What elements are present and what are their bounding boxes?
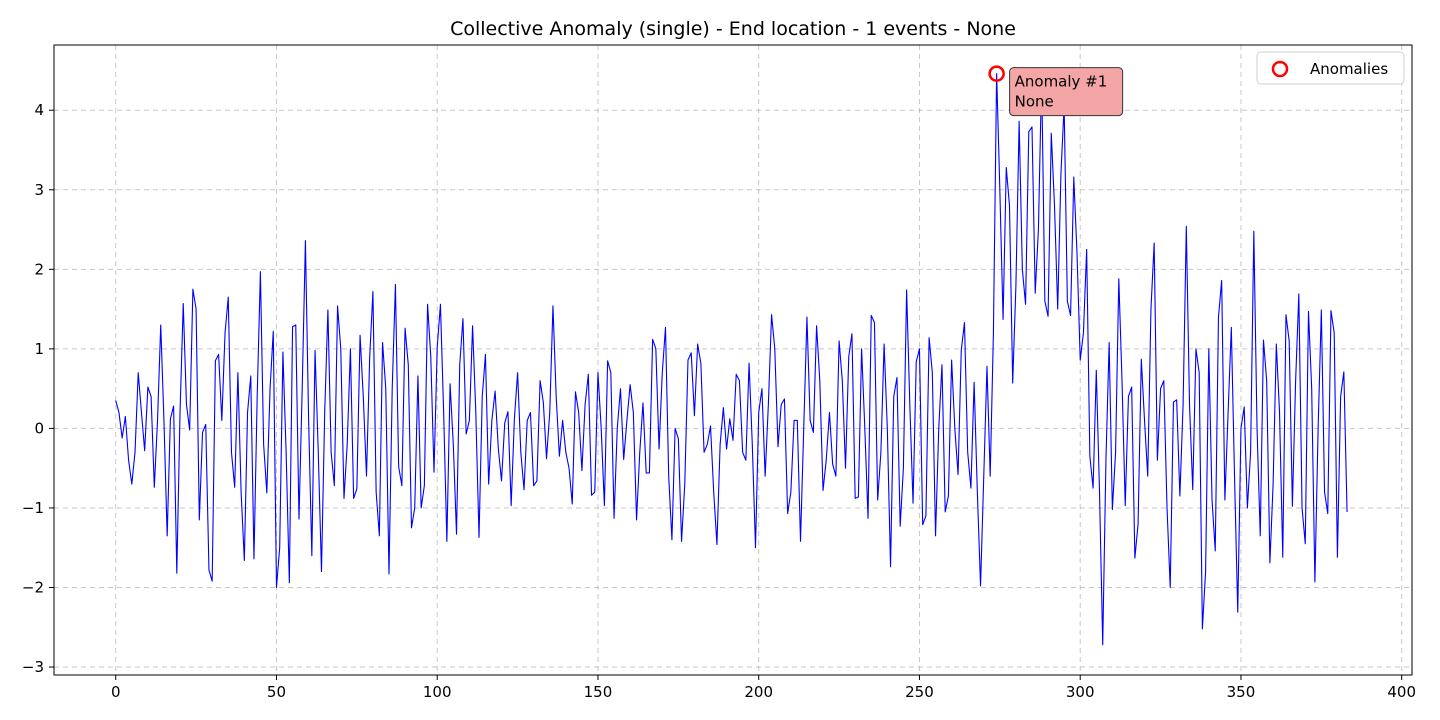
x-tick-label: 300 (1066, 683, 1095, 701)
x-tick-label: 250 (905, 683, 934, 701)
x-tick-label: 0 (111, 683, 121, 701)
series-layer (115, 73, 1348, 646)
legend-box (1256, 51, 1405, 85)
x-tick-label: 350 (1227, 683, 1256, 701)
anomaly-annotation-detail: None (1015, 93, 1054, 111)
grid-layer (54, 45, 1412, 675)
anomaly-annotation-title: Anomaly #1 (1015, 73, 1108, 91)
x-tick-label: 100 (423, 683, 452, 701)
anomaly-layer: Anomaly #1 None (988, 65, 1124, 117)
anomaly-marker (988, 65, 1005, 82)
y-tick-label: −2 (22, 579, 44, 597)
y-tick-label: 1 (34, 340, 44, 358)
x-tick-label: 150 (584, 683, 613, 701)
series-line (115, 73, 1348, 646)
legend-anomaly-icon (1271, 60, 1289, 78)
y-tick-label: 3 (34, 181, 44, 199)
y-tick-label: 2 (34, 260, 44, 278)
x-tick-label: 200 (744, 683, 773, 701)
x-tick-label: 400 (1387, 683, 1416, 701)
legend: Anomalies (1256, 51, 1405, 85)
legend-label: Anomalies (1310, 60, 1388, 78)
y-tick-label: −3 (22, 658, 44, 676)
plot-frame (53, 44, 1413, 676)
chart-title: Collective Anomaly (single) - End locati… (450, 18, 1016, 40)
axes-layer: 0 50 100 150 200 250 300 350 400 −3 −2 −1 0 1 2 3 4 (22, 44, 1416, 701)
y-tick-label: 0 (34, 419, 44, 437)
y-tick-label: −1 (22, 499, 44, 517)
x-tick-label: 50 (267, 683, 286, 701)
y-tick-label: 4 (34, 101, 44, 119)
anomaly-annotation-box (1009, 67, 1124, 117)
